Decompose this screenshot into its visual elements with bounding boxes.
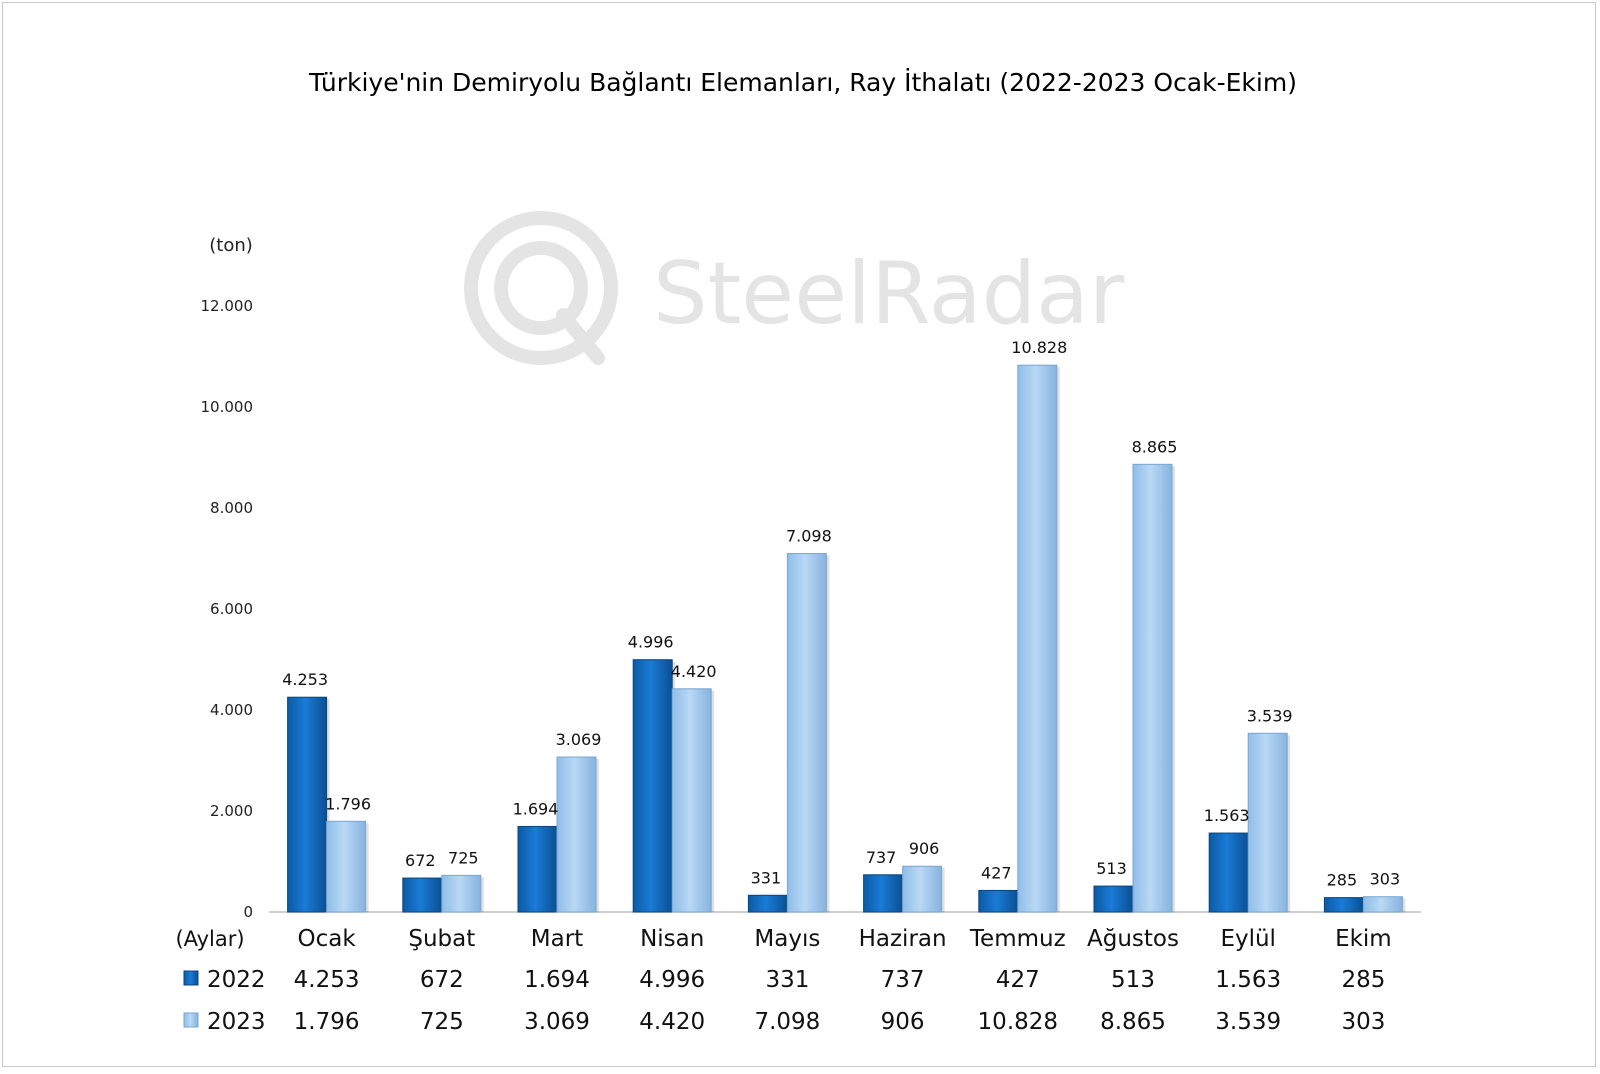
data-label-2022: 737: [866, 848, 897, 867]
bar-2022-ocak: [287, 696, 328, 913]
chart-title: Türkiye'nin Demiryolu Bağlantı Elemanlar…: [308, 68, 1297, 97]
bar-2023-temmuz: [1017, 364, 1058, 913]
table-cell-2023: 8.865: [1100, 1009, 1166, 1035]
bar-2023-haziran: [902, 865, 943, 913]
y-tick-label: 12.000: [201, 297, 254, 315]
y-tick-label: 0: [243, 903, 253, 921]
data-label-2023: 303: [1370, 870, 1401, 889]
data-label-2023: 906: [909, 839, 940, 858]
bar-2022-temmuz: [978, 889, 1019, 913]
category-label: Mart: [531, 926, 583, 952]
bar-2023-eylül: [1247, 732, 1288, 913]
category-label: Şubat: [408, 926, 475, 952]
bar-2023-ağustos: [1132, 463, 1173, 913]
legend-key-2023: [183, 1012, 199, 1028]
bar-2022-mayıs: [747, 894, 788, 913]
data-label-2022: 285: [1327, 871, 1358, 890]
table-cell-2023: 1.796: [294, 1009, 360, 1035]
bar-2022-haziran: [863, 874, 904, 913]
data-label-2023: 8.865: [1132, 437, 1178, 456]
data-label-2023: 1.796: [325, 794, 371, 813]
bar-2022-ekim: [1323, 897, 1364, 913]
table-cell-2023: 303: [1341, 1009, 1385, 1035]
data-label-2022: 4.996: [628, 633, 674, 652]
bar-chart: SteelRadar Türkiye'nin Demiryolu Bağlant…: [175, 68, 1421, 1035]
data-label-2023: 10.828: [1011, 338, 1067, 357]
table-cell-2022: 1.694: [524, 967, 590, 993]
watermark-logo: SteelRadar: [464, 211, 1125, 365]
bar-2023-mayıs: [786, 553, 827, 913]
data-labels: 4.253 1.796 672 725 1.694 3.069 4.996 4.420 331 7…: [282, 338, 1400, 889]
y-tick-label: 6.000: [210, 600, 253, 618]
bars: [287, 364, 1406, 913]
bar-2023-mart: [556, 756, 597, 913]
data-label-2022: 1.694: [513, 799, 559, 818]
y-tick-label: 10.000: [201, 398, 254, 416]
bar-2023-nisan: [671, 688, 712, 913]
category-label: Eylül: [1220, 926, 1276, 952]
bar-2023-şubat: [441, 874, 482, 913]
table-cell-2023: 10.828: [978, 1009, 1058, 1035]
legend-key-2022: [183, 970, 199, 986]
y-tick-label: 2.000: [210, 802, 253, 820]
category-label: Ocak: [298, 926, 357, 952]
y-tick-label: 4.000: [210, 701, 253, 719]
data-label-2022: 331: [751, 868, 782, 887]
table-cell-2022: 1.563: [1215, 967, 1281, 993]
data-label-2023: 3.069: [556, 730, 602, 749]
table-cell-2022: 4.253: [294, 967, 360, 993]
category-label: Ekim: [1335, 926, 1392, 952]
data-table: 4.253 1.796 672 725 1.694 3.069 4.996 4.420 331 7…: [183, 967, 1385, 1035]
y-tick-label: 8.000: [210, 499, 253, 517]
table-cell-2022: 513: [1111, 967, 1155, 993]
data-label-2023: 3.539: [1247, 706, 1293, 725]
table-cell-2023: 4.420: [639, 1009, 705, 1035]
bar-2023-ocak: [326, 820, 367, 913]
data-label-2022: 513: [1096, 859, 1127, 878]
legend-label-2023: 2023: [207, 1009, 266, 1035]
table-cell-2023: 906: [881, 1009, 925, 1035]
bar-2022-nisan: [632, 659, 673, 913]
y-axis-unit-label: (ton): [209, 235, 253, 256]
y-axis-ticks: 0 2.000 4.000 6.000 8.000 10.000 12.000: [201, 297, 254, 921]
category-label: Temmuz: [969, 926, 1066, 952]
category-label: Ağustos: [1087, 926, 1179, 952]
data-label-2022: 672: [405, 851, 436, 870]
table-cell-2023: 7.098: [754, 1009, 820, 1035]
data-label-2022: 4.253: [282, 670, 328, 689]
table-cell-2022: 285: [1341, 967, 1385, 993]
bar-2022-ağustos: [1093, 885, 1134, 913]
table-cell-2022: 737: [881, 967, 925, 993]
data-label-2023: 7.098: [786, 527, 832, 546]
legend-label-2022: 2022: [207, 967, 266, 993]
table-cell-2023: 3.069: [524, 1009, 590, 1035]
category-labels: Ocak Şubat Mart Nisan Mayıs Haziran Temmuz Ağus…: [298, 926, 1392, 952]
table-cell-2022: 4.996: [639, 967, 705, 993]
bar-2022-şubat: [402, 877, 443, 913]
radar-icon: [464, 211, 618, 365]
category-label: Haziran: [859, 926, 947, 952]
data-label-2022: 1.563: [1204, 806, 1250, 825]
category-label: Mayıs: [754, 926, 820, 952]
data-label-2022: 427: [981, 863, 1012, 882]
table-cell-2022: 427: [996, 967, 1040, 993]
data-label-2023: 4.420: [671, 662, 717, 681]
bar-2022-mart: [517, 825, 558, 913]
x-axis-title: (Aylar): [175, 927, 244, 951]
table-cell-2022: 331: [765, 967, 809, 993]
table-cell-2023: 725: [420, 1009, 464, 1035]
category-label: Nisan: [640, 926, 704, 952]
data-label-2023: 725: [448, 848, 479, 867]
bar-2023-ekim: [1362, 896, 1403, 913]
table-cell-2023: 3.539: [1215, 1009, 1281, 1035]
table-cell-2022: 672: [420, 967, 464, 993]
bar-2022-eylül: [1208, 832, 1249, 913]
watermark-text: SteelRadar: [653, 244, 1125, 344]
